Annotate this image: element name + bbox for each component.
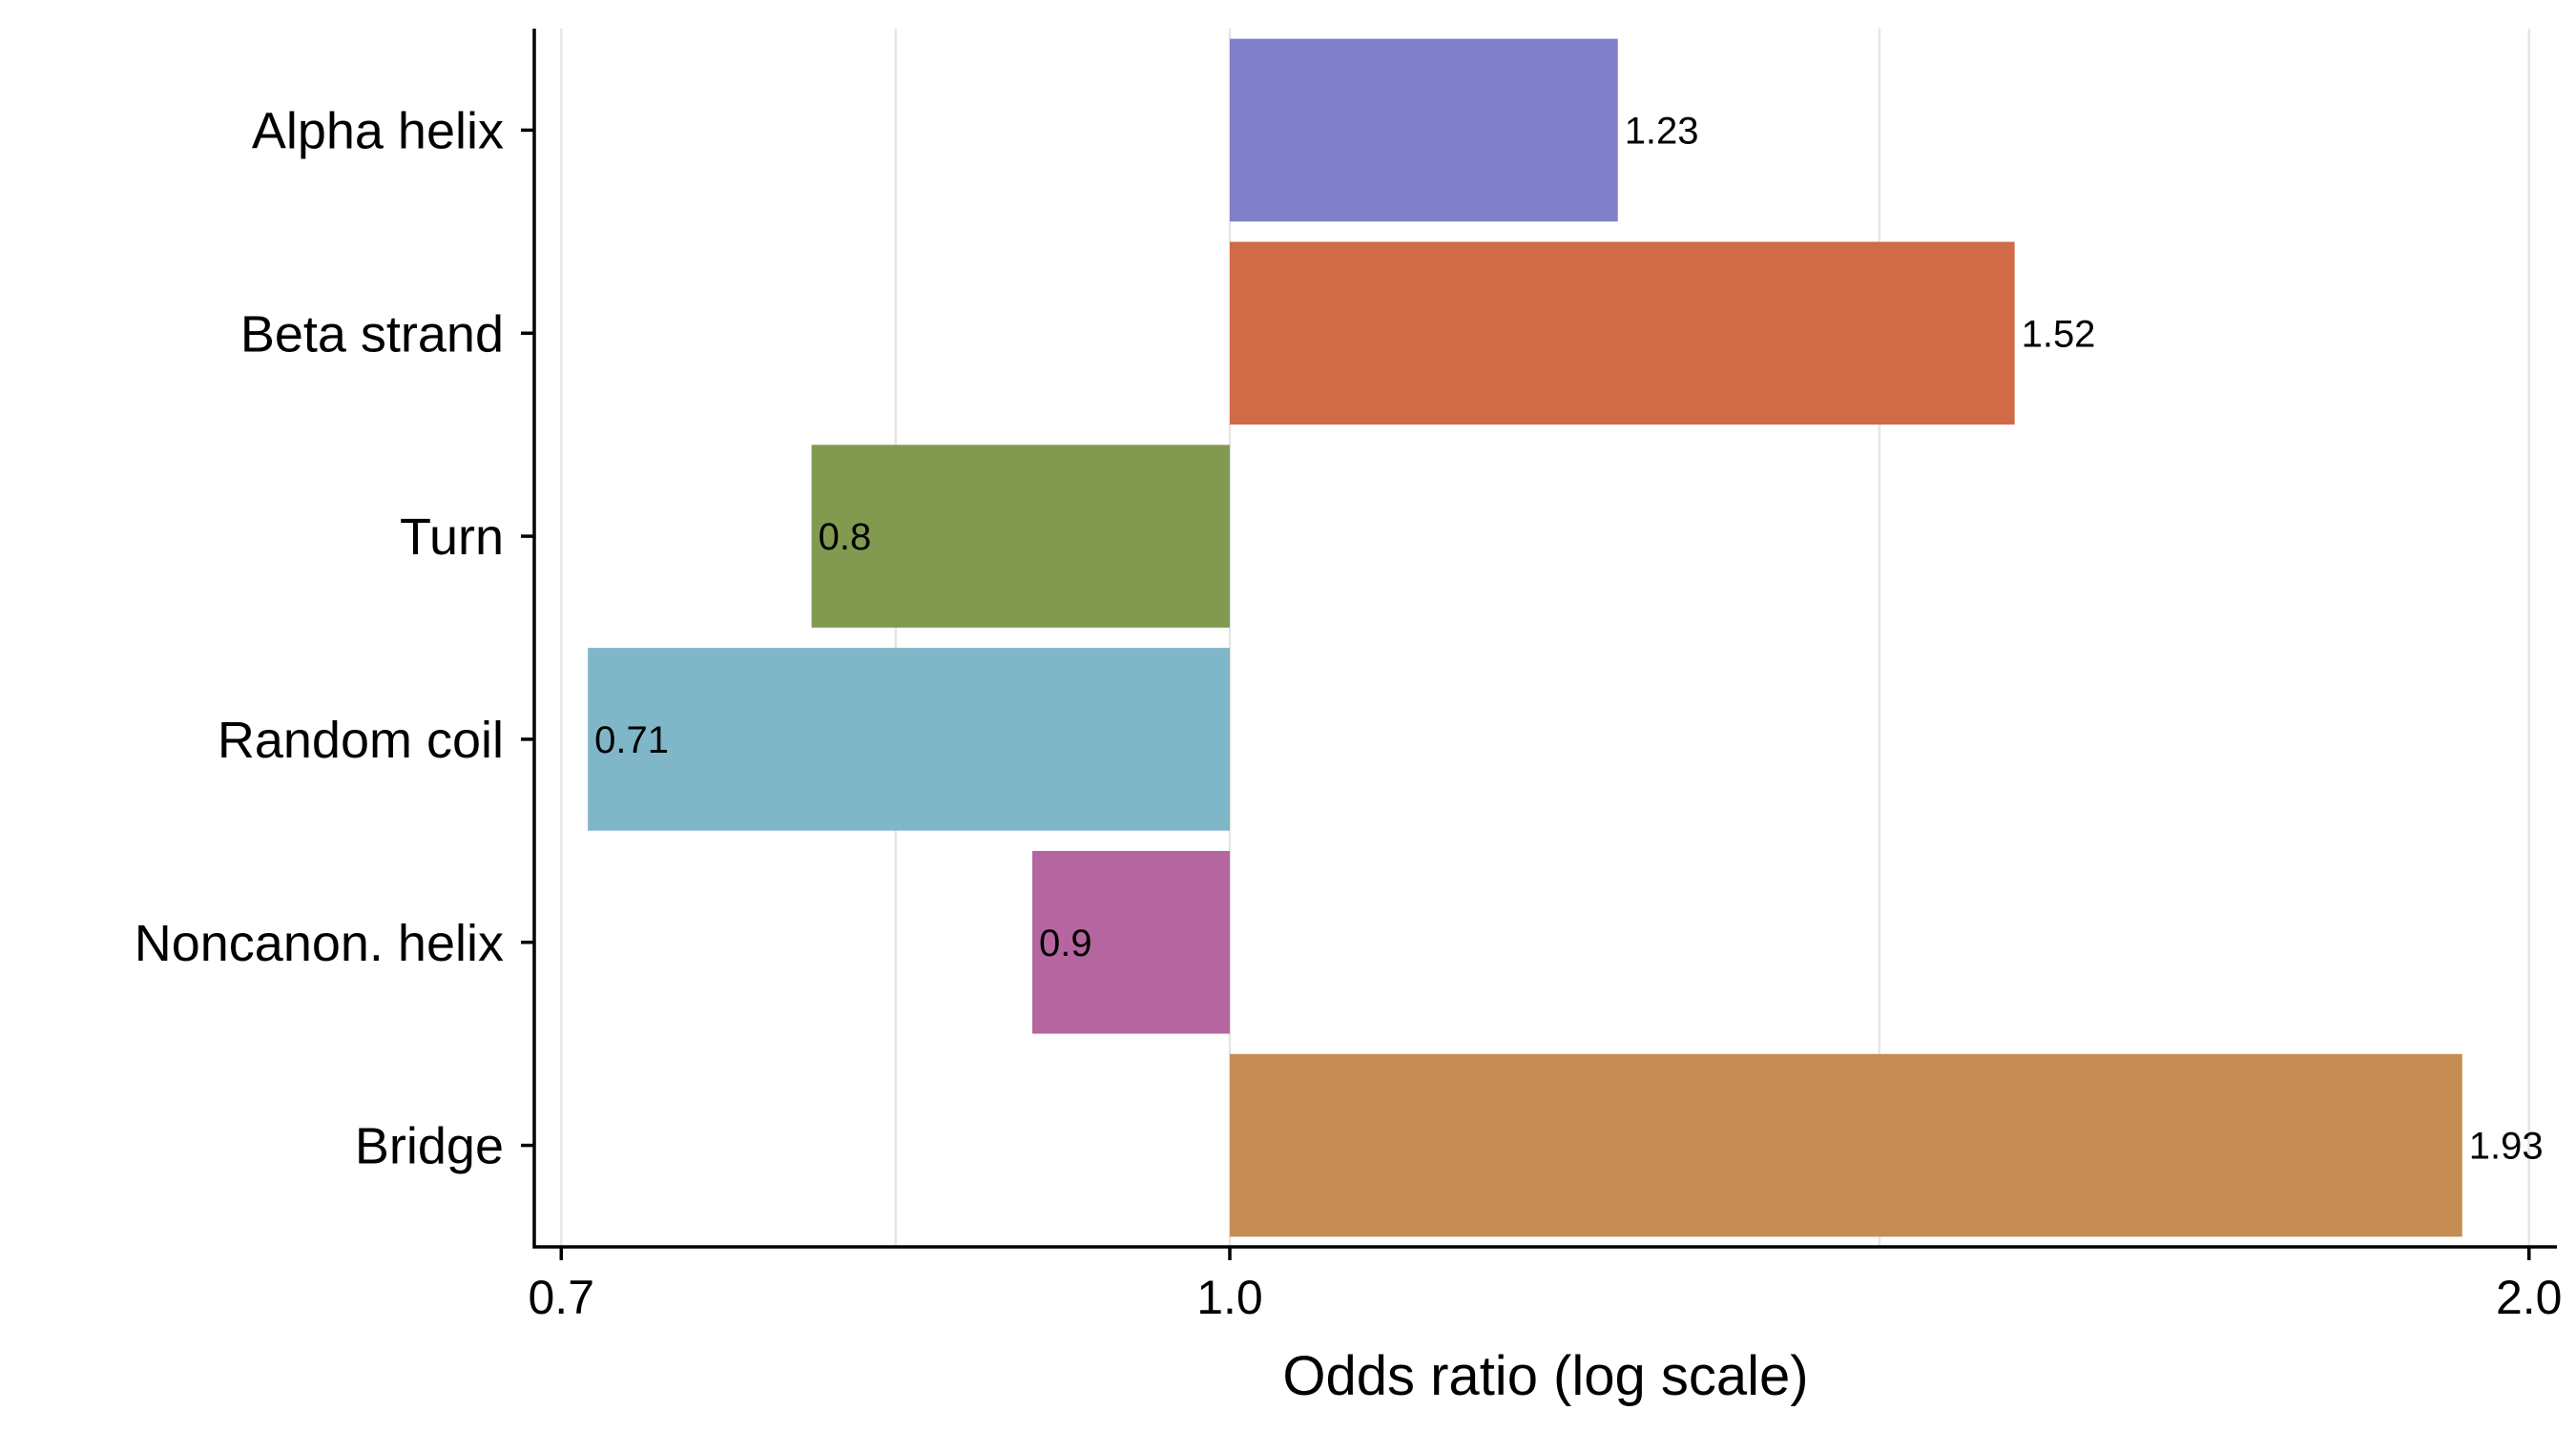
grid-layer [560, 29, 2530, 1247]
x-tick-label-2: 2.0 [2496, 1271, 2563, 1324]
bar-value-label-0: 1.23 [1625, 110, 1699, 152]
bar-2 [811, 445, 1230, 628]
bar-0 [1229, 38, 1618, 222]
bar-value-label-3: 0.71 [594, 719, 669, 761]
category-label-4: Noncanon. helix [135, 915, 504, 972]
bar-value-label-1: 1.52 [2022, 313, 2096, 355]
x-tick-label-1: 1.0 [1196, 1271, 1263, 1324]
category-label-5: Bridge [355, 1118, 504, 1175]
bar-value-label-2: 0.8 [819, 516, 872, 558]
bar-value-label-5: 1.93 [2469, 1126, 2544, 1168]
category-label-2: Turn [400, 508, 504, 566]
bar-value-label-4: 0.9 [1039, 923, 1092, 964]
data-label-layer: 1.23 1.52 0.8 0.71 0.9 1.93 [594, 110, 2543, 1167]
category-label-0: Alpha helix [252, 102, 504, 159]
y-axis-ticks: Alpha helix Beta strand Turn Random coil Non… [135, 102, 534, 1175]
axes [532, 29, 2557, 1249]
bar-5 [1229, 1053, 2462, 1237]
bar-3 [588, 648, 1230, 831]
x-tick-label-0: 0.7 [529, 1271, 595, 1324]
bar-4 [1032, 850, 1230, 1034]
bar-layer [588, 38, 2462, 1237]
x-axis-title: Odds ratio (log scale) [1282, 1345, 1808, 1407]
category-label-3: Random coil [218, 712, 504, 769]
x-axis-ticks: 0.7 1.0 2.0 [529, 1247, 2563, 1324]
category-label-1: Beta strand [240, 305, 504, 363]
bar-1 [1229, 241, 2015, 425]
